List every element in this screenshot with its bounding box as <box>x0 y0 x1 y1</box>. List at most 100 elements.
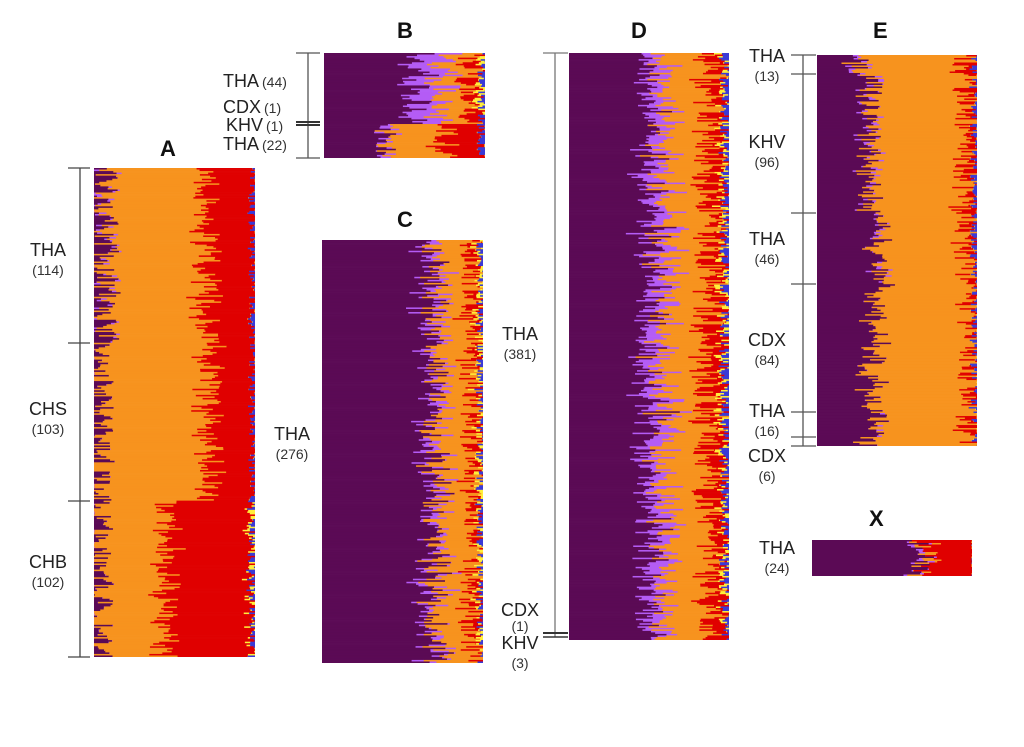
ancestry-segment-k2 <box>406 113 431 116</box>
ancestry-segment-k3 <box>663 336 702 339</box>
ancestry-segment-k3 <box>402 133 459 136</box>
ancestry-segment-k4 <box>707 335 721 337</box>
ancestry-segment-k3 <box>666 374 711 377</box>
ancestry-segment-k1 <box>322 471 419 474</box>
ancestry-segment-k4 <box>713 255 728 258</box>
ancestry-segment-k2 <box>418 69 449 72</box>
ancestry-segment-k4 <box>201 407 255 410</box>
individual-bar <box>94 305 255 308</box>
ancestry-segment-k6 <box>478 80 485 83</box>
ancestry-segment-k1 <box>324 100 432 103</box>
ancestry-segment-k3 <box>448 371 483 374</box>
ancestry-segment-k2 <box>446 658 452 661</box>
ancestry-segment-k6 <box>253 638 255 641</box>
individual-bar <box>324 74 485 77</box>
ancestry-segment-k4 <box>206 358 255 360</box>
ancestry-segment-k1 <box>322 324 426 327</box>
ancestry-segment-k3 <box>444 541 473 544</box>
ancestry-segment-k6 <box>476 391 483 394</box>
ancestry-segment-k3 <box>94 410 192 413</box>
ancestry-segment-k6 <box>247 655 255 657</box>
ancestry-segment-k4 <box>472 270 481 273</box>
ancestry-segment-k6 <box>252 373 255 376</box>
ancestry-segment-k2 <box>421 558 433 561</box>
ancestry-segment-k4 <box>708 89 720 92</box>
ancestry-segment-k5 <box>248 561 255 564</box>
ancestry-segment-k3 <box>94 551 157 554</box>
ancestry-segment-k1 <box>322 627 430 630</box>
individual-bar <box>94 221 255 224</box>
ancestry-segment-k3 <box>438 512 479 515</box>
individual-bar <box>94 319 255 322</box>
ancestry-segment-k3 <box>102 232 205 235</box>
ancestry-segment-k4 <box>164 623 250 626</box>
ancestry-segment-k5 <box>250 454 251 457</box>
ancestry-segment-k3 <box>432 480 457 483</box>
ancestry-segment-k3 <box>426 462 473 465</box>
ancestry-segment-k3 <box>429 607 456 610</box>
ancestry-segment-k3 <box>94 453 195 455</box>
ancestry-segment-k3 <box>421 471 470 474</box>
individual-bar <box>569 124 729 127</box>
ancestry-segment-k5 <box>478 583 482 586</box>
ancestry-segment-k2 <box>446 299 448 302</box>
ancestry-segment-k4 <box>149 646 254 649</box>
ancestry-segment-k3 <box>670 71 707 74</box>
ancestry-segment-k2 <box>654 217 671 220</box>
ancestry-segment-k6 <box>722 56 729 58</box>
ancestry-segment-k4 <box>203 364 250 367</box>
ancestry-segment-k4 <box>226 471 255 474</box>
ancestry-segment-k4 <box>203 416 254 419</box>
ancestry-segment-k1 <box>94 226 109 229</box>
individual-bar <box>322 293 483 296</box>
individual-bar <box>94 404 255 406</box>
ancestry-segment-k3 <box>98 207 209 210</box>
ancestry-segment-k3 <box>112 396 215 399</box>
ancestry-segment-k4 <box>693 237 721 240</box>
ancestry-segment-k3 <box>437 526 477 529</box>
ancestry-segment-k2 <box>94 204 96 207</box>
ancestry-segment-k4 <box>219 233 255 236</box>
individual-bar <box>322 275 483 278</box>
ancestry-segment-k6 <box>252 332 255 334</box>
ancestry-segment-k3 <box>112 218 214 221</box>
ancestry-segment-k3 <box>656 60 704 63</box>
ancestry-segment-k2 <box>641 168 669 171</box>
ancestry-segment-k5 <box>253 190 255 193</box>
individual-bar <box>569 72 729 75</box>
ancestry-segment-k4 <box>458 377 477 380</box>
ancestry-segment-k2 <box>439 474 444 477</box>
individual-bar <box>322 594 483 596</box>
ancestry-segment-k2 <box>102 597 104 600</box>
ancestry-segment-k2 <box>430 598 438 601</box>
ancestry-segment-k3 <box>684 226 729 229</box>
ancestry-segment-k2 <box>418 296 423 299</box>
ancestry-segment-k4 <box>471 358 483 360</box>
individual-bar <box>569 226 729 229</box>
ancestry-segment-k1 <box>322 276 415 279</box>
individual-bar <box>569 178 729 180</box>
ancestry-segment-k3 <box>97 267 206 270</box>
individual-bar <box>94 313 255 316</box>
ancestry-segment-k6 <box>480 250 483 253</box>
ancestry-segment-k1 <box>322 362 446 365</box>
ancestry-segment-k1 <box>94 482 110 485</box>
ancestry-segment-k2 <box>654 258 673 261</box>
ancestry-segment-k2 <box>657 86 670 89</box>
ancestry-segment-k6 <box>250 637 255 639</box>
ancestry-segment-k3 <box>681 371 720 374</box>
ancestry-segment-k4 <box>179 574 255 577</box>
ancestry-segment-k5 <box>249 586 255 589</box>
ancestry-segment-k6 <box>480 385 483 388</box>
ancestry-segment-k3 <box>447 400 483 403</box>
individual-bar <box>324 137 485 140</box>
individual-bar <box>322 558 483 561</box>
ancestry-segment-k5 <box>476 293 483 296</box>
ancestry-segment-k1 <box>94 517 98 520</box>
ancestry-segment-k1 <box>94 367 99 370</box>
individual-bar <box>322 505 483 508</box>
individual-bar <box>322 546 483 549</box>
ancestry-segment-k1 <box>569 173 628 176</box>
ancestry-segment-k6 <box>249 307 255 310</box>
ancestry-segment-k1 <box>322 371 449 374</box>
